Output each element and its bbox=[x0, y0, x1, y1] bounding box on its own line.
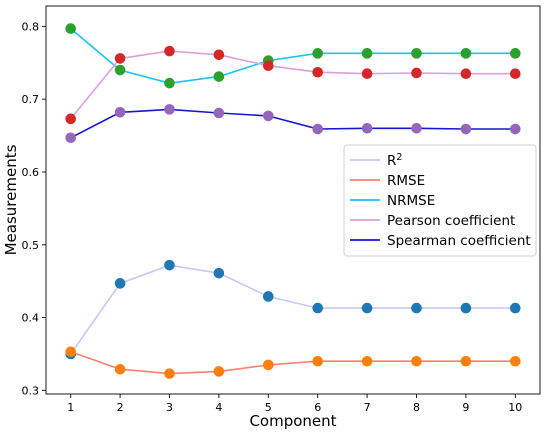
data-point-series-2 bbox=[361, 48, 373, 59]
data-point-series-3 bbox=[65, 113, 76, 125]
data-point-series-4 bbox=[312, 123, 324, 135]
data-point-series-1 bbox=[164, 368, 175, 379]
data-point-series-4 bbox=[263, 110, 274, 122]
legend-box bbox=[343, 144, 537, 257]
data-point-series-1 bbox=[114, 363, 126, 375]
data-point-series-4 bbox=[213, 107, 225, 119]
data-point-series-1 bbox=[263, 359, 274, 371]
data-point-series-2 bbox=[65, 23, 76, 34]
x-axis-title: Component bbox=[249, 412, 336, 430]
data-point-series-3 bbox=[213, 49, 225, 61]
data-point-series-3 bbox=[263, 60, 274, 71]
series-line-2 bbox=[70, 27, 516, 85]
axis-ticks: 0.3 0.4 0.5 0.6 0.7 0.8 1 2 3 4 5 6 7 8 9 10 bbox=[22, 20, 523, 414]
data-point-series-1 bbox=[460, 355, 472, 367]
data-point-series-2 bbox=[510, 48, 521, 59]
data-point-series-0 bbox=[411, 302, 422, 314]
legend-label: Spearman coefficient bbox=[387, 233, 531, 249]
data-point-series-4 bbox=[361, 122, 373, 134]
data-point-series-2 bbox=[460, 48, 472, 59]
series-line-1 bbox=[70, 351, 516, 375]
y-tick-label: 0.7 bbox=[22, 93, 40, 106]
data-point-series-0 bbox=[164, 259, 175, 271]
x-tick-label: 2 bbox=[117, 401, 124, 414]
series-line-0 bbox=[70, 264, 516, 355]
data-point-series-2 bbox=[411, 48, 422, 59]
data-point-series-1 bbox=[213, 366, 225, 377]
x-tick-label: 3 bbox=[166, 401, 173, 414]
x-tick-label: 6 bbox=[314, 401, 321, 414]
data-point-series-0 bbox=[114, 278, 126, 289]
data-point-series-0 bbox=[510, 302, 521, 314]
data-point-series-3 bbox=[460, 68, 472, 79]
data-point-series-1 bbox=[510, 355, 521, 367]
y-tick-label: 0.4 bbox=[22, 312, 40, 325]
data-point-series-0 bbox=[460, 302, 472, 314]
x-tick-label: 1 bbox=[67, 401, 74, 414]
data-point-series-4 bbox=[510, 123, 521, 135]
y-tick-label: 0.5 bbox=[22, 239, 40, 252]
x-tick-label: 8 bbox=[413, 401, 420, 414]
data-point-series-3 bbox=[510, 68, 521, 79]
data-point-series-3 bbox=[361, 68, 373, 79]
series-line-3 bbox=[70, 50, 516, 120]
data-point-series-2 bbox=[312, 48, 324, 59]
y-tick-label: 0.6 bbox=[22, 166, 40, 179]
x-tick-label: 10 bbox=[508, 401, 522, 414]
data-point-series-4 bbox=[460, 123, 472, 135]
data-point-series-3 bbox=[312, 66, 324, 78]
x-tick-label: 4 bbox=[215, 401, 222, 414]
legend-label: NRMSE bbox=[387, 193, 435, 209]
series-markers bbox=[65, 23, 521, 379]
legend-label-superscript: 2 bbox=[396, 152, 402, 163]
data-point-series-4 bbox=[411, 122, 422, 134]
series-line-4 bbox=[70, 108, 516, 139]
y-tick-label: 0.8 bbox=[22, 20, 40, 33]
data-point-series-1 bbox=[65, 346, 76, 358]
data-point-series-4 bbox=[65, 132, 76, 144]
legend-label: RMSE bbox=[387, 173, 425, 189]
data-point-series-1 bbox=[312, 355, 324, 367]
data-point-series-0 bbox=[213, 267, 225, 279]
data-point-series-3 bbox=[411, 67, 422, 79]
x-tick-label: 5 bbox=[265, 401, 272, 414]
data-point-series-3 bbox=[164, 45, 175, 57]
data-point-series-1 bbox=[361, 355, 373, 367]
data-point-series-3 bbox=[114, 53, 126, 64]
data-point-series-4 bbox=[114, 106, 126, 118]
series-lines bbox=[70, 27, 516, 375]
data-point-series-4 bbox=[164, 104, 175, 115]
data-point-series-0 bbox=[263, 291, 274, 302]
data-point-series-2 bbox=[114, 64, 126, 76]
data-point-series-0 bbox=[312, 302, 324, 314]
data-point-series-2 bbox=[164, 77, 175, 89]
legend-label: Pearson coefficient bbox=[387, 213, 515, 229]
data-point-series-2 bbox=[213, 71, 225, 82]
y-tick-label: 0.3 bbox=[22, 384, 40, 397]
data-point-series-0 bbox=[361, 302, 373, 314]
data-point-series-1 bbox=[411, 355, 422, 367]
x-tick-label: 7 bbox=[364, 401, 371, 414]
y-axis-title: Measurements bbox=[2, 144, 20, 255]
x-tick-label: 9 bbox=[462, 401, 469, 414]
